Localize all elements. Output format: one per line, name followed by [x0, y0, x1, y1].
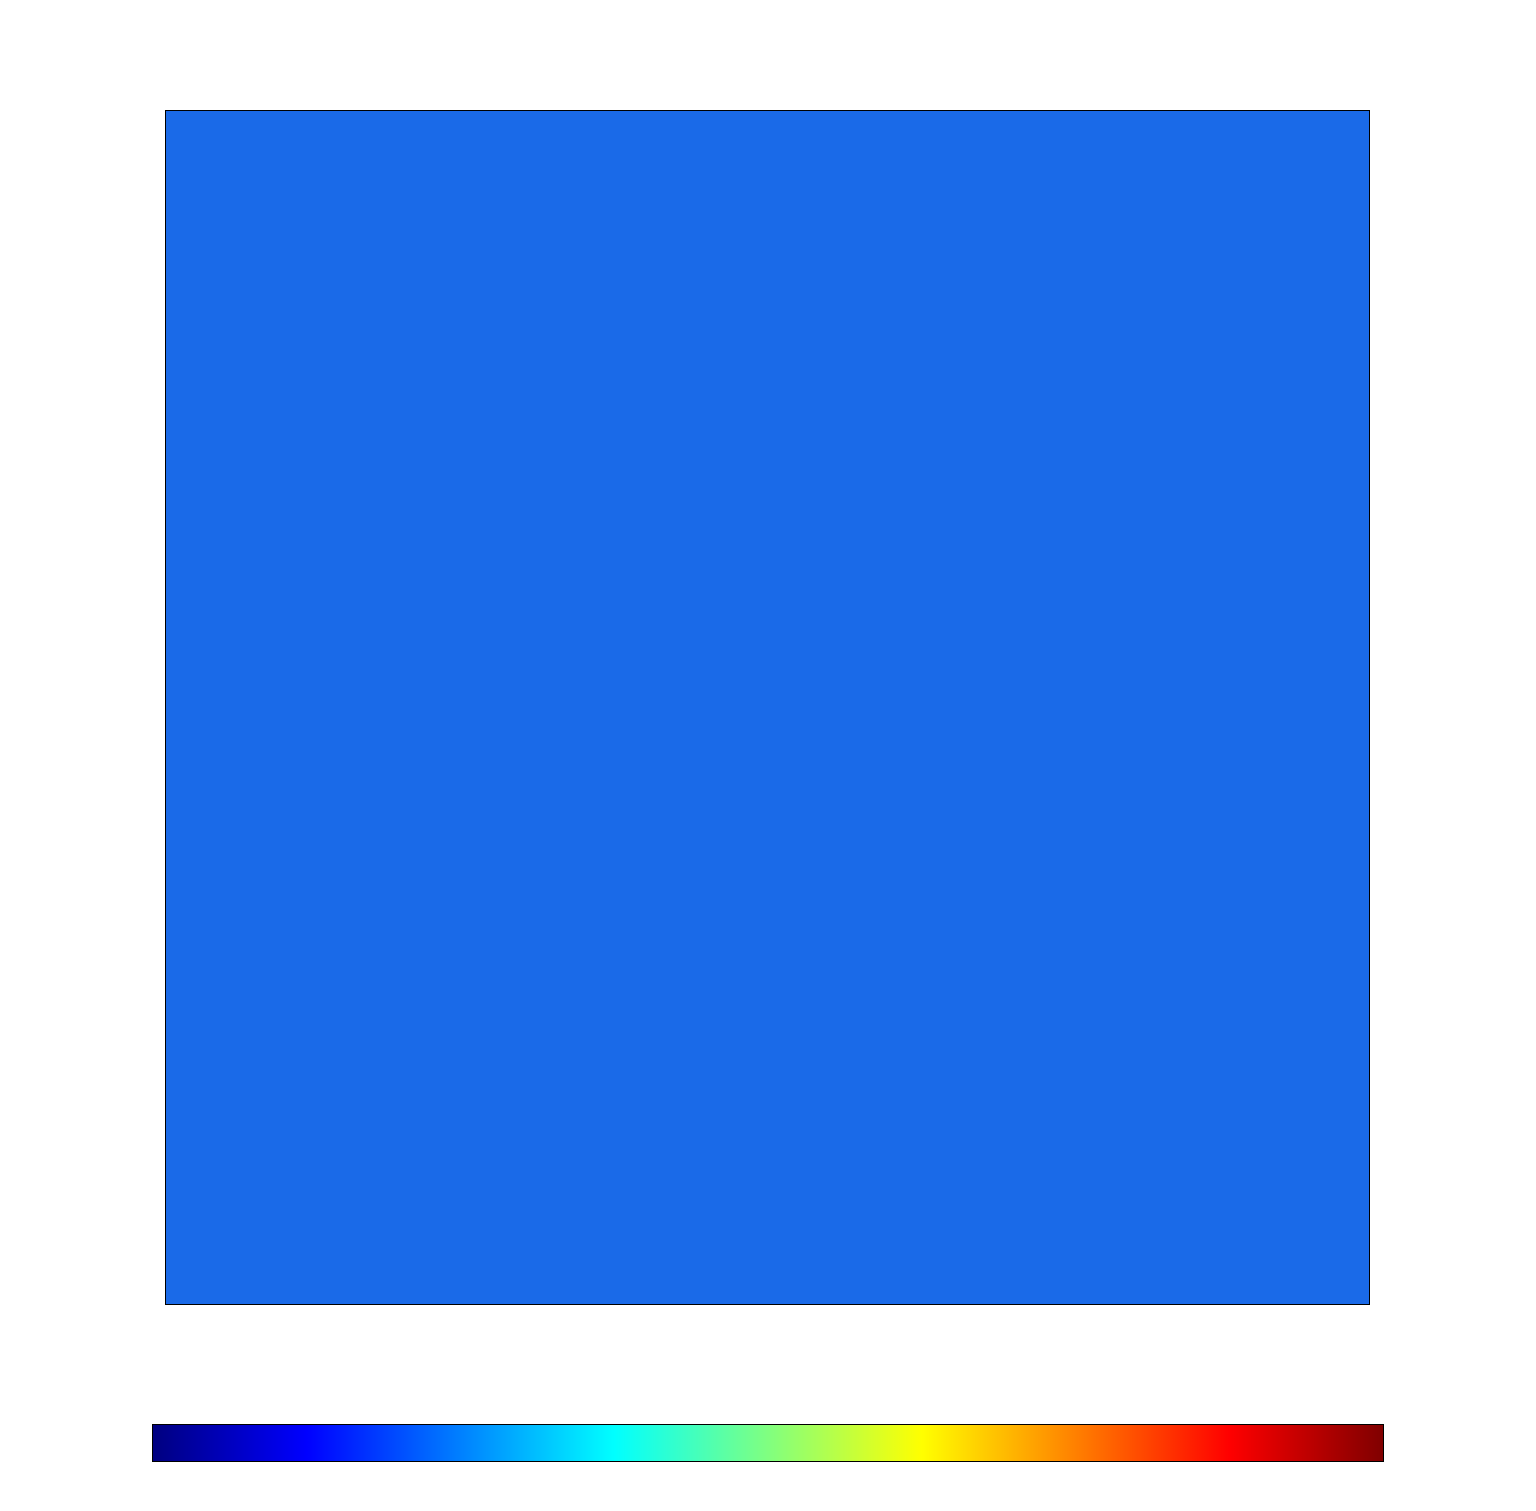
- plot-area: [165, 110, 1370, 1305]
- crosshair-horizontal-line: [0, 0, 1536, 2]
- colorbar: [152, 1424, 1384, 1462]
- crosshair-vertical-line: [0, 0, 2, 1415]
- heatmap-canvas: [166, 111, 1369, 1304]
